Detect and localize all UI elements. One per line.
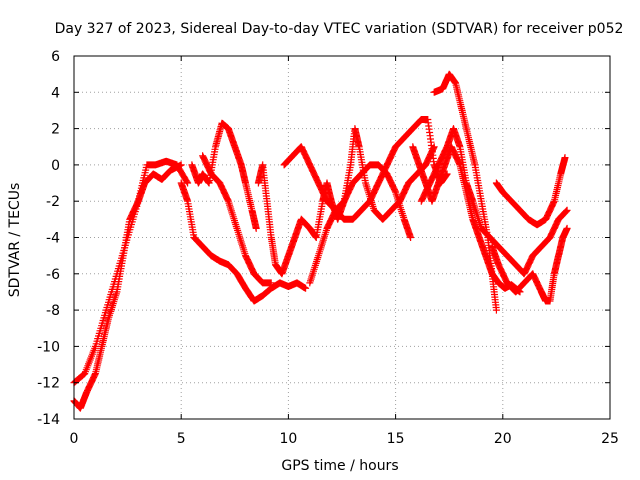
series-track-7 bbox=[280, 116, 451, 223]
chart-title: Day 327 of 2023, Sidereal Day-to-day VTE… bbox=[55, 21, 624, 37]
plus-markers bbox=[409, 143, 524, 296]
x-tick-label: 25 bbox=[601, 431, 619, 447]
plus-markers bbox=[306, 161, 415, 287]
series-track-12 bbox=[488, 224, 571, 305]
y-tick-label: 2 bbox=[51, 122, 60, 138]
series-track-9 bbox=[409, 143, 524, 296]
plus-markers bbox=[280, 116, 451, 223]
grid bbox=[74, 56, 610, 419]
series-track-13 bbox=[492, 154, 569, 229]
y-tick-label: -12 bbox=[37, 376, 60, 392]
plus-markers bbox=[177, 179, 310, 305]
x-tick-label: 5 bbox=[177, 431, 186, 447]
x-tick-label: 10 bbox=[279, 431, 297, 447]
y-tick-label: -6 bbox=[46, 267, 60, 283]
y-tick-label: -8 bbox=[46, 303, 60, 319]
series-track-4 bbox=[177, 179, 310, 305]
plus-markers bbox=[70, 157, 192, 387]
plus-markers bbox=[188, 119, 260, 232]
series-track-8 bbox=[306, 161, 415, 287]
axis-ticks: 0 5 10 15 20 25 -14 -12 -10 -8 -6 -4 -2 0 2 4 6 bbox=[37, 49, 619, 447]
series-track-3 bbox=[188, 119, 260, 232]
y-tick-label: 0 bbox=[51, 158, 60, 174]
series-track-10 bbox=[430, 70, 500, 314]
x-tick-label: 0 bbox=[70, 431, 79, 447]
series-track-2 bbox=[70, 157, 192, 387]
y-tick-label: -2 bbox=[46, 194, 60, 210]
y-tick-label: 6 bbox=[51, 49, 60, 65]
x-tick-label: 20 bbox=[494, 431, 512, 447]
plus-markers bbox=[417, 125, 571, 278]
y-tick-label: 4 bbox=[51, 85, 60, 101]
plus-markers bbox=[492, 154, 569, 229]
plus-markers bbox=[199, 152, 275, 287]
y-tick-label: -10 bbox=[37, 339, 60, 355]
series-track-11 bbox=[417, 125, 571, 278]
y-axis-label: SDTVAR / TECUs bbox=[7, 183, 23, 298]
x-axis-label: GPS time / hours bbox=[281, 458, 398, 474]
x-tick-label: 15 bbox=[387, 431, 405, 447]
data-marks bbox=[70, 70, 571, 412]
series-track-5 bbox=[199, 152, 275, 287]
plus-markers bbox=[430, 70, 500, 314]
plus-markers bbox=[488, 224, 571, 305]
y-tick-label: -14 bbox=[37, 412, 60, 428]
y-tick-label: -4 bbox=[46, 231, 60, 247]
